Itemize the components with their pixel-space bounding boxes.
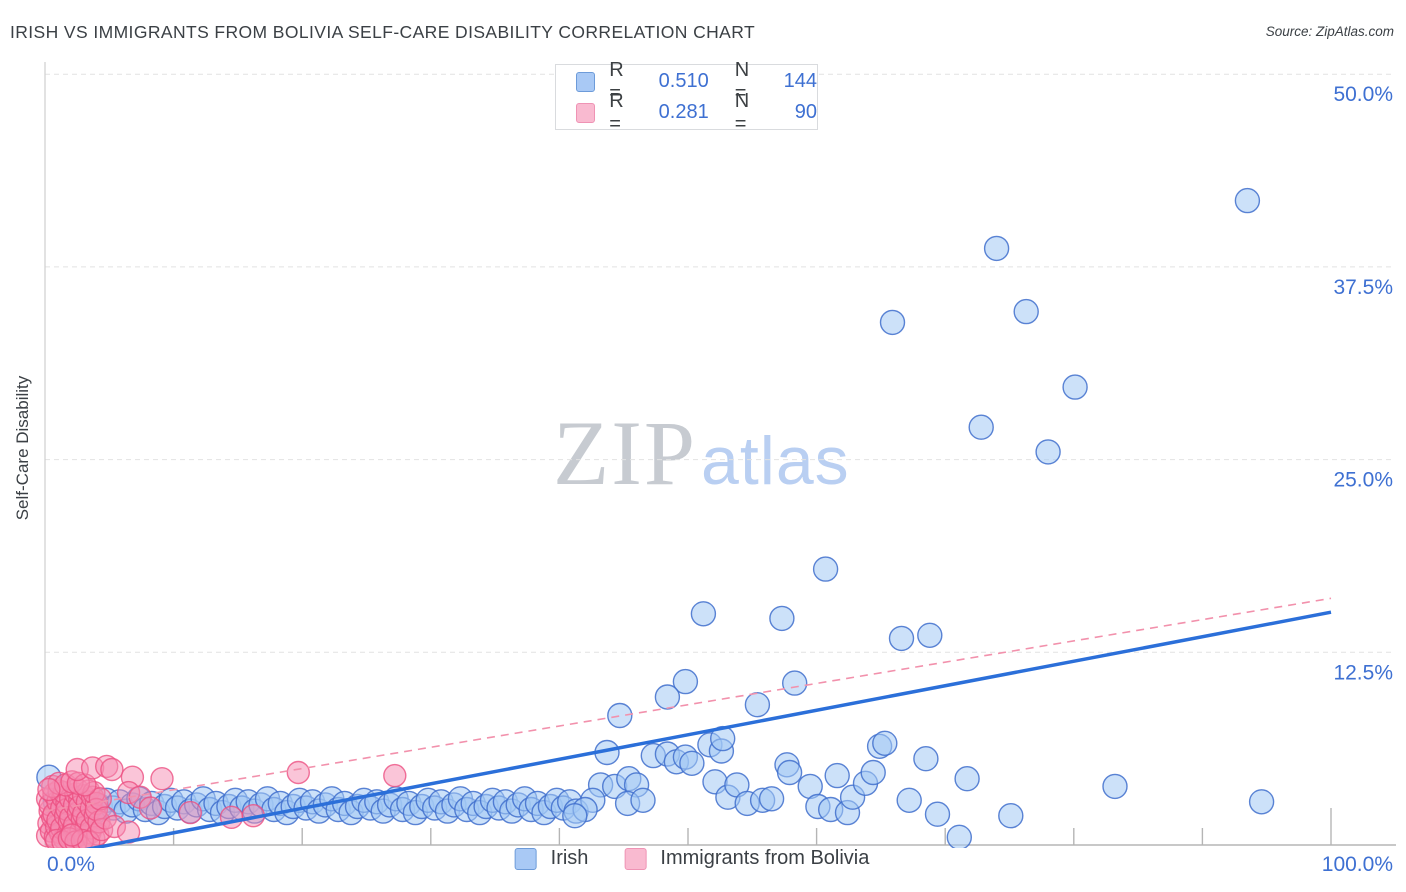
y-tick-label: 25.0% <box>1333 469 1393 492</box>
scatter-point <box>946 824 972 848</box>
n-value: 144 <box>783 70 817 92</box>
n-label: N = <box>734 89 750 135</box>
r-label: R = <box>609 89 624 135</box>
axis-labels: 50.0% 37.5% 25.0% 12.5% 0.0% 100.0% <box>47 83 1393 876</box>
scatter-point <box>178 800 203 825</box>
scatter-point <box>1102 773 1128 800</box>
axes <box>44 62 1396 846</box>
bolivia-swatch-icon <box>624 847 647 870</box>
scatter-point <box>562 803 588 829</box>
irish-swatch-icon <box>514 847 537 870</box>
legend-row-bolivia: R = 0.281 N = 90 <box>576 90 817 135</box>
r-value: 0.510 <box>658 70 709 92</box>
scatter-point <box>782 670 808 696</box>
scatter-point <box>879 309 906 336</box>
y-tick-label: 12.5% <box>1333 661 1393 684</box>
scatter-point <box>888 625 915 652</box>
scatter-point <box>60 823 84 847</box>
y-tick-label: 50.0% <box>1333 83 1393 106</box>
scatter-point <box>100 757 124 782</box>
scatter-point <box>690 601 717 627</box>
scatter-point <box>983 235 1010 262</box>
x-min-label: 0.0% <box>47 853 95 876</box>
gridlines <box>45 73 1393 653</box>
x-max-label: 100.0% <box>1322 853 1393 876</box>
trendline-bolivia <box>44 597 1332 812</box>
bolivia-swatch-icon <box>576 102 596 123</box>
scatter-point <box>286 760 310 785</box>
scatter-point <box>744 692 771 718</box>
scatter-point <box>1013 298 1039 325</box>
scatter-point <box>917 622 943 648</box>
scatter-point <box>860 759 886 786</box>
scatter-point <box>607 702 633 729</box>
scatter-point <box>383 763 407 788</box>
scatter-point <box>654 684 681 710</box>
scatter-point <box>1248 789 1275 815</box>
scatter-point <box>913 746 939 772</box>
scatter-point <box>1234 187 1261 214</box>
scatter-point <box>812 556 839 582</box>
scatter-point <box>896 787 922 813</box>
scatter-point <box>872 730 898 756</box>
scatter-point <box>954 766 980 792</box>
correlation-legend: R = 0.510 N = 144 R = 0.281 N = 90 <box>555 59 818 135</box>
scatter-point <box>679 750 705 776</box>
source-label: Source: ZipAtlas.com <box>1265 24 1394 39</box>
series-bolivia <box>35 754 407 848</box>
scatter-point <box>630 787 656 813</box>
scatter-point <box>776 759 803 786</box>
irish-swatch-icon <box>576 71 596 92</box>
r-label: R = <box>609 58 624 104</box>
n-label: N = <box>734 58 750 104</box>
scatter-point <box>150 767 174 791</box>
scatter-point <box>924 801 951 827</box>
legend-row-irish: R = 0.510 N = 144 <box>576 59 817 104</box>
series-label-irish: Irish <box>550 847 589 869</box>
series-label-bolivia: Immigrants from Bolivia <box>660 847 870 869</box>
scatter-point <box>672 668 699 695</box>
scatter-point <box>758 786 785 812</box>
y-tick-label: 37.5% <box>1333 276 1393 299</box>
scatter-point <box>37 777 61 802</box>
series-irish <box>36 187 1275 848</box>
scatter-point <box>998 803 1024 829</box>
trendline-irish <box>84 610 1332 848</box>
scatter-point <box>769 605 795 632</box>
scatter-point <box>138 796 163 820</box>
r-value: 0.281 <box>658 101 709 123</box>
y-axis-title: Self-Care Disability <box>13 375 32 521</box>
scatter-point <box>968 414 994 440</box>
n-value: 90 <box>794 101 817 123</box>
series-legend: Irish Immigrants from Bolivia <box>514 847 892 870</box>
scatter-point <box>824 762 850 789</box>
page-title: IRISH VS IMMIGRANTS FROM BOLIVIA SELF-CA… <box>10 22 756 42</box>
scatter-point <box>1035 439 1061 465</box>
scatter-point <box>1062 374 1088 400</box>
